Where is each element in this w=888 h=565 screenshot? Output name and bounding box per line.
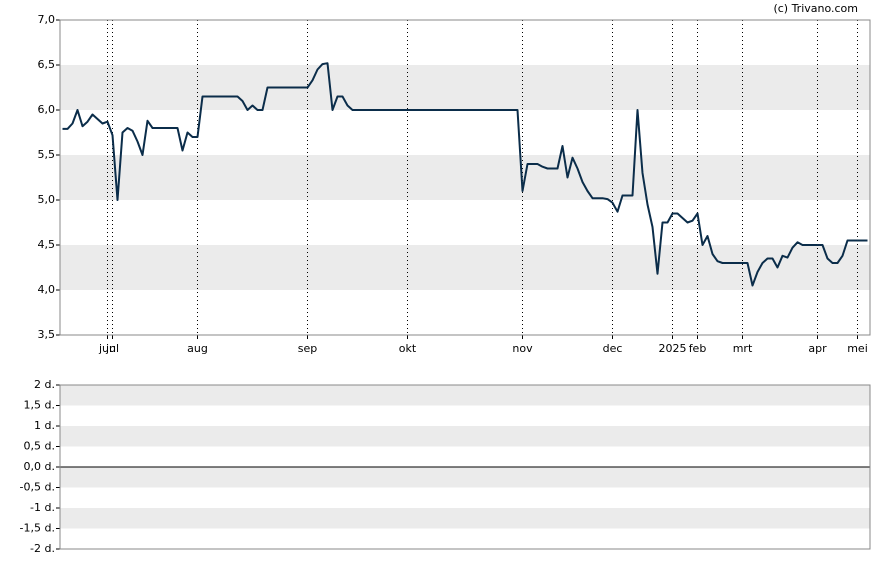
- grid-band: [60, 65, 870, 110]
- y-tick-label: -1 d.: [30, 501, 55, 514]
- x-tick-label: jun: [98, 342, 116, 355]
- x-tick-label: dec: [603, 342, 623, 355]
- grid-band: [60, 426, 870, 447]
- y-tick-label: 0,5 d.: [24, 440, 55, 453]
- y-tick-label: 4,5: [38, 238, 56, 251]
- x-tick-label: nov: [512, 342, 533, 355]
- grid-band: [60, 385, 870, 406]
- x-tick-label: jul: [105, 342, 119, 355]
- y-tick-label: -0,5 d.: [20, 481, 55, 494]
- grid-band: [60, 155, 870, 200]
- y-tick-label: -2 d.: [30, 542, 55, 555]
- y-tick-label: 1 d.: [34, 419, 55, 432]
- y-tick-label: 5,0: [38, 193, 56, 206]
- x-tick-label: aug: [187, 342, 208, 355]
- x-tick-label: 2025: [659, 342, 687, 355]
- price-line: [62, 62, 868, 287]
- y-tick-label: 1,5 d.: [24, 399, 55, 412]
- y-tick-label: 4,0: [38, 283, 56, 296]
- x-tick-label: mrt: [733, 342, 753, 355]
- y-tick-label: -1,5 d.: [20, 522, 55, 535]
- y-tick-label: 6,5: [38, 58, 56, 71]
- y-tick-label: 6,0: [38, 103, 56, 116]
- grid-band: [60, 508, 870, 529]
- y-tick-label: 0,0 d.: [24, 460, 55, 473]
- y-tick-label: 2 d.: [34, 378, 55, 391]
- plot-border: [59, 384, 871, 550]
- grid-band: [60, 467, 870, 488]
- x-tick-label: okt: [399, 342, 417, 355]
- y-tick-label: 7,0: [38, 13, 56, 26]
- source: (c) Trivano.com: [773, 2, 858, 15]
- x-tick-label: mei: [847, 342, 868, 355]
- x-tick-label: feb: [689, 342, 707, 355]
- plot-border: [59, 19, 871, 336]
- y-tick-label: 3,5: [38, 328, 56, 341]
- y-tick-label: 5,5: [38, 148, 56, 161]
- x-tick-label: sep: [298, 342, 317, 355]
- x-tick-label: apr: [808, 342, 827, 355]
- grid-band: [60, 245, 870, 290]
